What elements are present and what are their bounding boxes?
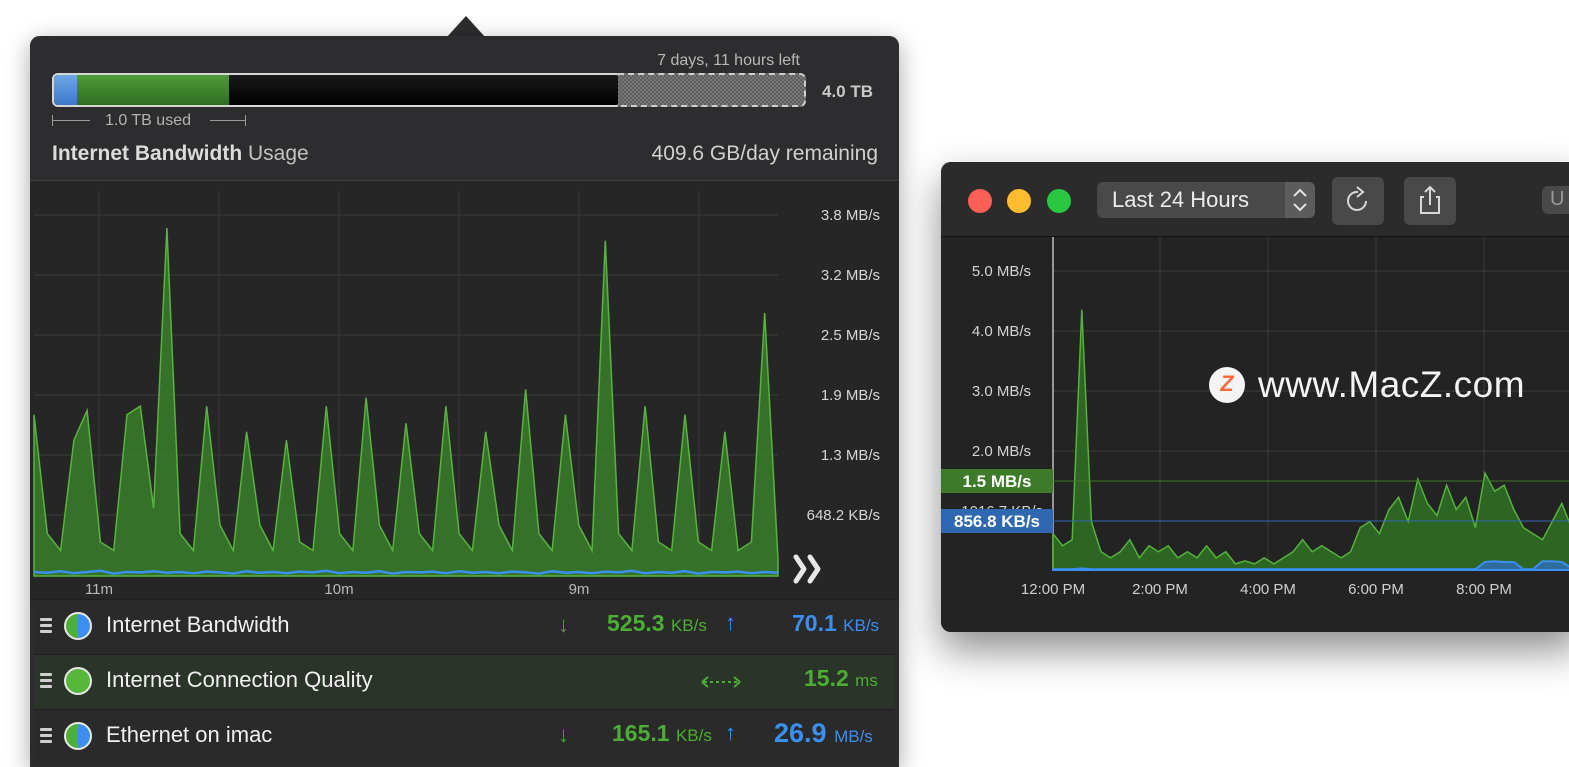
x-tick-label: 12:00 PM [1021,581,1085,598]
history-chart[interactable]: 5.0 MB/s4.0 MB/s3.0 MB/s2.0 MB/s1016.7 K… [941,237,1569,632]
quota-section: 7 days, 11 hours left 4.0 TB 1.0 TB used… [30,36,899,180]
used-bracket: 1.0 TB used [52,112,246,129]
upload-series-line [33,569,779,575]
refresh-icon [1347,186,1367,211]
realtime-chart-svg: 3.8 MB/s 3.2 MB/s 2.5 MB/s 1.9 MB/s 1.3 MB/s… [33,191,880,598]
popover-arrow [446,16,486,38]
row-name: Internet Bandwidth [106,612,290,637]
row-name: Internet Connection Quality [106,667,373,692]
watermark-logo-icon: Z [1209,367,1245,403]
drag-handle-icon[interactable] [40,673,52,691]
download-arrow-icon: ↓ [558,722,569,747]
upload-number: 26.9 [774,718,827,748]
close-window-button[interactable] [968,189,992,213]
x-tick-label: 6:00 PM [1348,581,1404,598]
upload-arrow-icon: ↑ [725,720,736,745]
y-tick-label: 1.9 MB/s [821,387,880,404]
y-tick-label: 5.0 MB/s [972,263,1031,280]
realtime-chart[interactable]: 3.8 MB/s 3.2 MB/s 2.5 MB/s 1.9 MB/s 1.3 MB/s… [30,180,899,601]
x-tick-label: 8:00 PM [1456,581,1512,598]
window-toolbar: Last 24 Hours U [941,162,1569,237]
quota-total-label: 4.0 TB [822,82,874,101]
download-number: 165.1 [612,720,670,746]
history-chart-svg: 5.0 MB/s4.0 MB/s3.0 MB/s2.0 MB/s1016.7 K… [941,237,1569,598]
y-tick-label: 2.0 MB/s [972,443,1031,460]
zoom-window-button[interactable] [1047,189,1071,213]
upload-value: 26.9 MB/s [774,718,873,749]
usage-title-bold: Internet Bandwidth [52,142,243,165]
x-tick-label: 10m [324,581,353,598]
quota-remaining-area [618,73,806,107]
download-series-area [1052,309,1569,571]
marker-badge [941,509,1053,533]
latency-unit: ms [855,671,878,690]
double-chevron-right-icon [793,554,821,584]
quota-upload-fill [54,75,77,105]
status-dot-icon [64,612,92,640]
marker-badge [941,469,1053,493]
refresh-button[interactable] [1332,177,1384,225]
y-tick-label: 3.0 MB/s [972,383,1031,400]
partial-button-label: U [1550,188,1565,210]
minimize-window-button[interactable] [1007,189,1031,213]
used-label: 1.0 TB used [105,112,191,129]
share-icon [1420,185,1440,214]
y-tick-label: 4.0 MB/s [972,323,1031,340]
upload-series-area [1052,560,1569,571]
x-tick-label: 2:00 PM [1132,581,1188,598]
share-button[interactable] [1404,177,1456,225]
upload-unit: MB/s [834,727,873,746]
upload-arrow-icon: ↑ [725,610,736,635]
stepper-arrows-icon[interactable] [1285,182,1315,218]
latency-number: 15.2 [804,665,849,691]
download-value: 525.3 KB/s [607,610,707,637]
upload-number: 70.1 [792,610,837,636]
quota-download-fill [76,75,229,105]
row-name: Ethernet on imac [106,722,273,747]
x-tick-label: 4:00 PM [1240,581,1296,598]
y-tick-label: 1.3 MB/s [821,447,880,464]
y-tick-label: 648.2 KB/s [807,507,880,524]
time-range-select[interactable]: Last 24 Hours [1097,182,1315,218]
watermark-badge-letter: Z [1220,371,1234,396]
download-arrow-icon: ↓ [558,612,569,637]
latency-value: 15.2 ms [804,665,878,692]
y-tick-label: 3.8 MB/s [821,207,880,224]
row-connection-quality[interactable]: Internet Connection Quality 15.2 ms [34,654,895,709]
partial-toolbar-button[interactable]: U [1542,186,1569,214]
ping-arrows-icon [701,676,741,688]
y-tick-label: 3.2 MB/s [821,267,880,284]
download-number: 525.3 [607,610,665,636]
download-series-area [33,227,779,577]
quota-progress-bar [52,73,622,107]
time-range-label: Last 24 Hours [1112,187,1249,212]
watermark-text: www.MacZ.com [1258,364,1526,405]
days-left-label: 7 days, 11 hours left [657,52,800,69]
status-dot-icon [64,722,92,750]
x-tick-label: 11m [85,581,113,598]
marker-label: 856.8 KB/s [954,512,1040,531]
upload-unit: KB/s [843,616,880,635]
remaining-per-day: 409.6 GB/day remaining [651,142,878,165]
status-dot-icon [64,667,92,695]
usage-title-light: Usage [248,142,309,165]
x-tick-label: 9m [569,581,590,598]
bandwidth-popover: 7 days, 11 hours left 4.0 TB 1.0 TB used… [30,36,899,767]
marker-label: 1.5 MB/s [963,472,1032,491]
drag-handle-icon[interactable] [40,728,52,746]
upload-value: 70.1 KB/s [792,610,879,637]
history-window: Last 24 Hours U 5.0 MB/s 4.0 MB/s 3.0 MB/s… [941,162,1569,632]
y-tick-label: 2.5 MB/s [821,327,880,344]
drag-handle-icon[interactable] [40,618,52,636]
row-internet-bandwidth[interactable]: Internet Bandwidth ↓ 525.3 KB/s ↑ 70.1 K… [34,599,895,654]
row-ethernet[interactable]: Ethernet on imac ↓ 165.1 KB/s ↑ 26.9 MB/… [34,709,895,764]
usage-title: Internet Bandwidth Usage [52,142,309,166]
download-unit: KB/s [675,726,712,745]
download-value: 165.1 KB/s [612,720,712,747]
download-unit: KB/s [670,616,707,635]
